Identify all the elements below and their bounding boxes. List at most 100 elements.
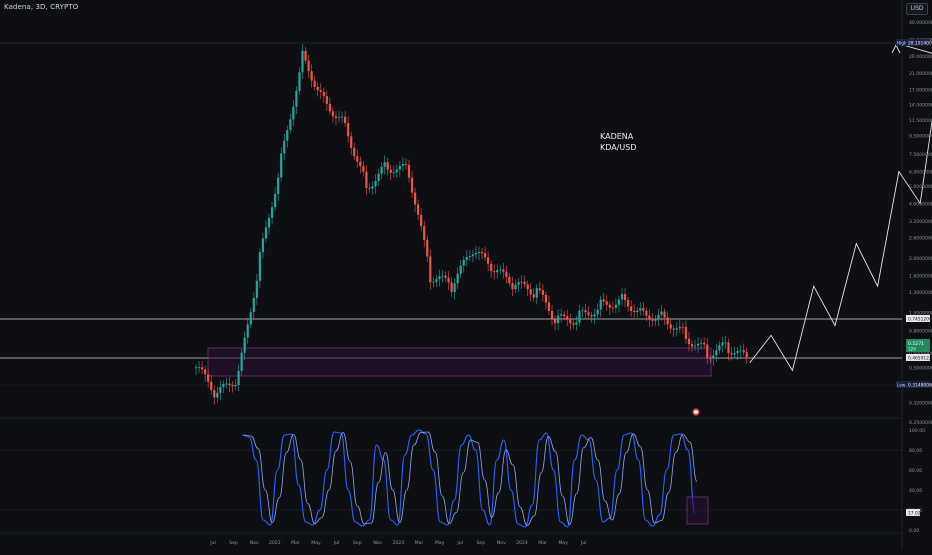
price-tick-label: 21.0000000: [909, 71, 932, 77]
event-flag-glyph: [694, 410, 698, 414]
candle-body: [724, 342, 727, 344]
candle-body: [344, 116, 347, 124]
candle-body: [654, 318, 657, 321]
candle-body: [666, 317, 669, 325]
candle-body: [514, 284, 517, 290]
candle-body: [252, 297, 255, 313]
candle-body: [298, 72, 301, 91]
current-price-label: 0.5271: [908, 341, 924, 347]
high-value-bg: [906, 39, 930, 46]
stoch-k-line: [241, 429, 696, 528]
price-tick-label: 26.0000000: [909, 54, 932, 60]
price-tick-label: 0.8000000: [909, 328, 932, 334]
candle-body: [319, 90, 322, 92]
price-tick-label: 2.6000000: [909, 235, 932, 241]
time-tick-label: Mar: [415, 540, 424, 546]
candle-body: [651, 319, 654, 321]
candle-body: [417, 204, 420, 215]
candle-body: [368, 187, 371, 189]
candle-body: [246, 324, 249, 338]
price-tick-label: 3.2000000: [909, 219, 932, 225]
candle-body: [347, 123, 350, 137]
candle-body: [538, 288, 541, 291]
support-label: 0.4659122: [908, 356, 932, 362]
candle-body: [292, 106, 295, 120]
candle-body: [517, 282, 520, 285]
candle-body: [389, 169, 392, 173]
candle-body: [736, 350, 739, 354]
annotation-title: KADENA: [600, 132, 634, 141]
low-value-bg: [906, 381, 930, 388]
candle-body: [505, 271, 508, 277]
symbol-title: Kadena, 3D, CRYPTO: [4, 3, 79, 11]
candle-body: [474, 253, 478, 255]
time-tick-label: May: [558, 540, 568, 546]
candle-body: [258, 252, 261, 281]
candle-body: [447, 277, 450, 283]
time-tick-label: Nov: [250, 540, 259, 546]
price-tick-label: 14.0000000: [909, 103, 932, 109]
candle-body: [502, 269, 505, 272]
candle-body: [392, 172, 395, 174]
candle-body: [700, 342, 703, 344]
low-tag: Low: [897, 383, 906, 388]
candle-body: [553, 318, 557, 324]
candle-body: [690, 344, 694, 347]
candle-body: [620, 294, 624, 300]
candle-body: [401, 164, 405, 166]
price-tick-label: 4.0000000: [909, 201, 932, 207]
candle-body: [490, 263, 493, 272]
candle-body: [328, 103, 331, 112]
candle-body: [569, 319, 572, 324]
oscillator-tick-label: 60.00: [909, 468, 922, 474]
candle-body: [429, 256, 432, 283]
candle-body: [687, 338, 691, 345]
price-tick-label: 1.0000000: [909, 311, 932, 317]
price-tick-label: 2.0000000: [909, 256, 932, 262]
currency-button[interactable]: USD: [906, 3, 928, 15]
time-tick-label: Sep: [476, 540, 485, 546]
candle-body: [216, 392, 219, 398]
price-tick-label: 0.5000000: [909, 365, 932, 371]
candle-body: [715, 350, 718, 356]
candle-body: [410, 177, 414, 193]
candle-body: [228, 383, 231, 386]
candle-body: [511, 283, 514, 290]
candle-body: [213, 390, 216, 398]
candle-body: [709, 358, 712, 360]
candle-body: [334, 116, 338, 118]
high-tag: High: [897, 41, 907, 46]
candle-body: [605, 301, 608, 305]
candle-body: [496, 270, 499, 273]
candle-body: [663, 311, 666, 318]
candle-body: [462, 259, 465, 266]
candle-body: [465, 257, 468, 260]
projection-path: [749, 42, 932, 372]
candle-body: [602, 299, 605, 302]
price-tick-label: 17.0000000: [909, 87, 932, 93]
candle-body: [280, 153, 283, 178]
price-tick-label: 40.0000000: [909, 20, 932, 26]
candle-body: [234, 385, 237, 387]
candle-body: [480, 252, 484, 254]
demand-zone: [207, 347, 712, 377]
candle-body: [237, 370, 240, 386]
candle-body: [371, 186, 374, 189]
candle-body: [426, 239, 429, 257]
candle-body: [255, 280, 258, 298]
candle-body: [563, 314, 566, 317]
time-tick-label: Jul: [456, 540, 463, 546]
candle-body: [459, 265, 462, 274]
time-tick-label: Sep: [353, 540, 362, 546]
candle-body: [289, 119, 292, 130]
candle-body: [471, 254, 474, 257]
time-axis: Jul Sep Nov 2022 Mar May Jul Sep Nov 2023 Mar May Ju…: [209, 540, 586, 546]
oscillator-tick-label: 0.00: [909, 528, 919, 534]
price-tick-label: 11.5000000: [909, 118, 932, 124]
candle-body: [407, 164, 411, 178]
candle-body: [483, 253, 487, 258]
candle-body: [240, 352, 243, 371]
